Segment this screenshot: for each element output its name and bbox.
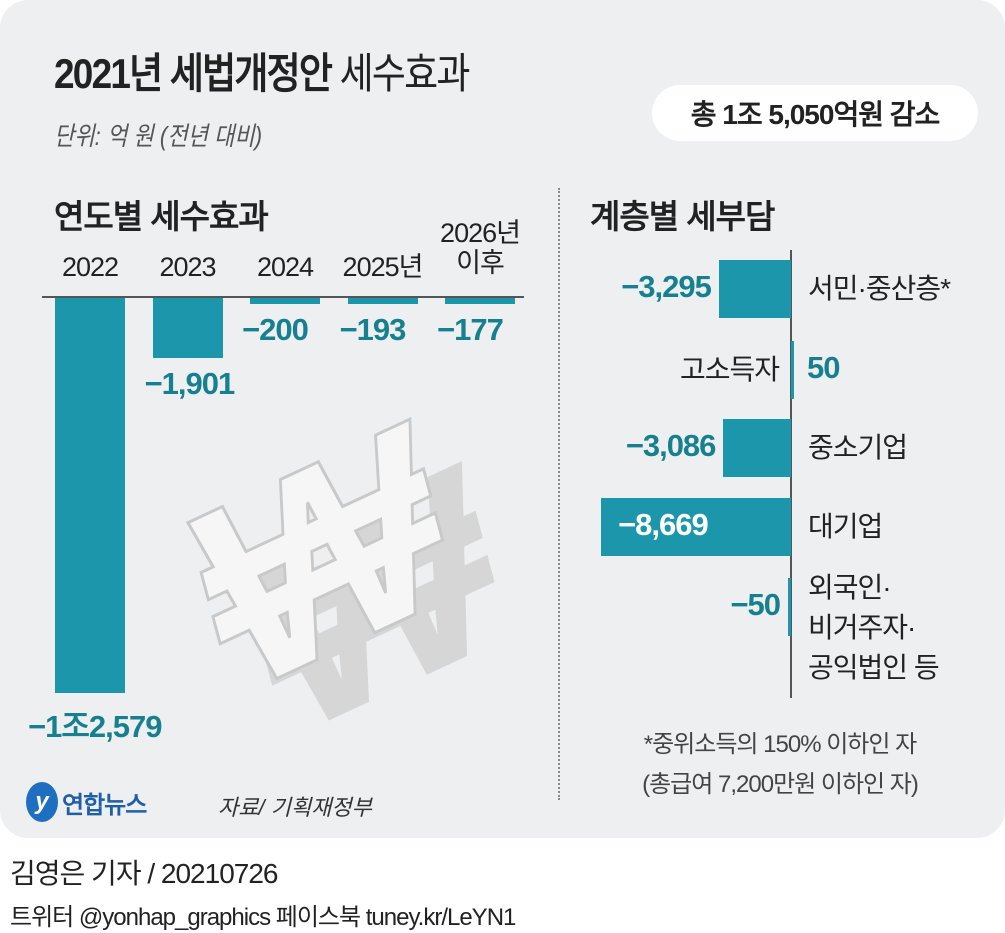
byline: 김영은 기자 / 20210726 <box>10 858 278 889</box>
bar <box>791 341 794 399</box>
bar <box>55 298 125 693</box>
category-label-line: 2024 <box>256 252 314 282</box>
category-label: 고소득자 <box>679 354 780 385</box>
bar <box>250 298 320 305</box>
category-label-line: 2022 <box>61 252 119 282</box>
yearly-chart-title: 연도별 세수효과 <box>54 198 269 235</box>
value-label: −3,295 <box>621 269 712 304</box>
page-title: 2021년 세법개정안 세수효과 <box>54 50 470 97</box>
category-label: 2022 <box>40 252 140 282</box>
bar <box>718 260 791 318</box>
social-links: 트위터 @yonhap_graphics 페이스북 tuney.kr/LeYN1 <box>10 904 516 931</box>
value-label: −8,669 <box>618 507 709 542</box>
total-badge: 총 1조 5,050억원 감소 <box>652 85 978 141</box>
divider <box>558 188 560 800</box>
value-label: −1,901 <box>144 365 236 401</box>
value-label: −177 <box>437 311 504 347</box>
category-label: 중소기업 <box>808 432 908 463</box>
logo-icon: y <box>26 782 58 822</box>
value-label: 50 <box>807 350 840 385</box>
category-label: 외국인· 비거주자· 공익법인 등 <box>808 572 940 683</box>
category-label-line: 2025년 <box>342 252 424 282</box>
category-label: 2024 <box>235 252 335 282</box>
category-label: 서민·중산층* <box>808 273 951 304</box>
bar <box>723 419 791 477</box>
bar <box>788 578 791 636</box>
category-label-line: 2023 <box>159 252 216 282</box>
category-label: 2023 <box>138 252 238 282</box>
category-label-text: 2026년 이후 <box>440 218 521 278</box>
footnote: *중위소득의 150% 이하인 자 (총급여 7,200만원 이하인 자) <box>642 731 919 798</box>
value-label: −50 <box>730 587 781 622</box>
bar <box>152 298 223 358</box>
value-label: −3,086 <box>625 428 717 463</box>
value-label: −200 <box>242 312 309 348</box>
category-label: 2026년 이후 <box>430 218 530 278</box>
bracket-chart-title: 계층별 세부담 <box>590 198 775 235</box>
yonhap-logo: y 연합뉴스 <box>26 782 147 822</box>
bar <box>601 498 791 556</box>
axis <box>790 250 792 698</box>
source: 자료/ 기획재정부 <box>218 795 372 820</box>
category-label: 대기업 <box>808 511 883 542</box>
value-label: −193 <box>339 312 407 348</box>
baseline <box>42 296 524 298</box>
bar <box>445 298 515 304</box>
category-label: 2025년 <box>333 252 433 282</box>
bar <box>347 298 418 305</box>
unit-label: 단위: 억 원 (전년 대비) <box>54 121 263 151</box>
value-label: −1조2,579 <box>28 708 162 744</box>
